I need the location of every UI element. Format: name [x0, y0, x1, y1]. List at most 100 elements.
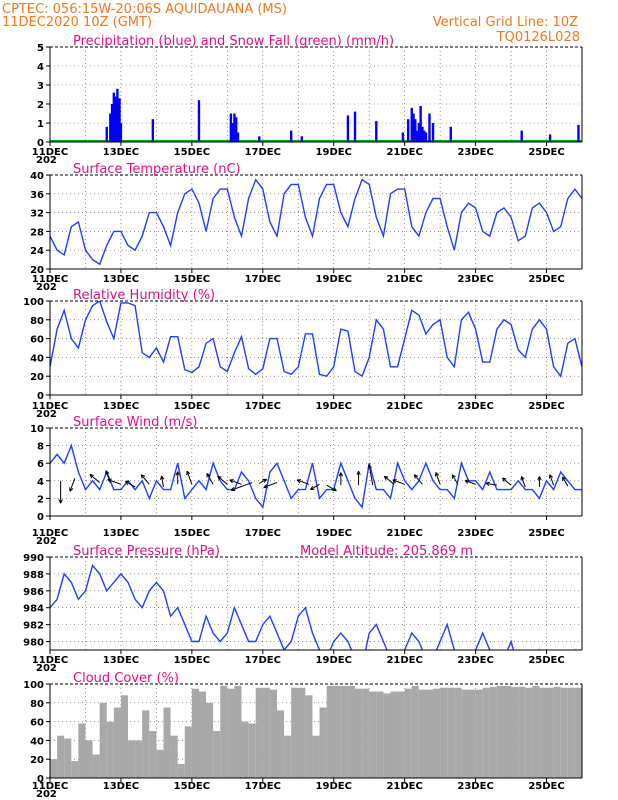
- x-tick-label: 17DEC: [245, 655, 281, 666]
- precip-bar: [415, 130, 419, 142]
- precip-bar: [422, 130, 426, 142]
- precip-bar: [520, 130, 523, 142]
- wind-arrow: [520, 476, 526, 488]
- wind-arrow-shaft: [140, 474, 150, 485]
- x-tick-label: 11DEC: [32, 401, 68, 412]
- precip-title: Precipitation (blue) and Snow Fall (gree…: [73, 34, 394, 49]
- wind-arrow-head: [435, 472, 440, 476]
- precip-bar: [300, 136, 304, 142]
- precip-bar: [417, 123, 421, 142]
- wind-arrow-head: [464, 480, 469, 484]
- wind-arrow-shaft: [384, 475, 395, 485]
- y-tick-label: 28: [30, 227, 44, 238]
- cloud-bar: [113, 707, 121, 778]
- wind-arrow-shaft: [549, 474, 555, 486]
- cloud-bar: [496, 685, 504, 778]
- plot-data: [50, 88, 582, 142]
- wind-arrow-head: [485, 481, 490, 484]
- wind-arrow: [562, 476, 569, 487]
- y-tick-label: 4: [37, 62, 44, 73]
- cloud-bar: [333, 685, 341, 778]
- cloud-bar: [128, 740, 136, 778]
- wind-arrow-head: [175, 471, 179, 476]
- precip-bar: [105, 126, 108, 142]
- cloud-bar: [539, 687, 547, 778]
- x-tick-label: 19DEC: [316, 528, 352, 539]
- cloud-bar: [503, 685, 512, 778]
- wind-arrow: [217, 475, 228, 485]
- cloud-bar: [369, 691, 377, 778]
- wind-arrow: [367, 464, 374, 486]
- x-tick-label: 25DEC: [528, 528, 564, 539]
- x-tick-label: 19DEC: [316, 147, 352, 158]
- cloud-bar: [149, 731, 157, 778]
- wind-arrow-shaft: [263, 482, 278, 488]
- precip-bar: [401, 132, 405, 142]
- wind-arrow-head: [333, 487, 337, 492]
- cloud-bar: [227, 688, 235, 778]
- wind-arrow-head: [384, 475, 389, 478]
- wind-arrow: [548, 474, 555, 486]
- y-tick-label: 1: [37, 119, 44, 130]
- wind-arrow-head: [340, 472, 344, 477]
- model-id: TQ0126L028: [496, 30, 580, 45]
- wind-arrow-head: [392, 479, 396, 484]
- wind-arrow-head: [538, 476, 542, 481]
- precip-bar: [353, 111, 357, 142]
- x-tick-label: 11DEC: [32, 147, 68, 158]
- wind-arrow-head: [356, 470, 360, 476]
- cloud-bar: [546, 687, 554, 778]
- wind-arrow-shaft: [89, 474, 100, 483]
- grid-line-note: Vertical Grid Line: 10Z: [433, 15, 578, 30]
- cloud-bar: [560, 687, 568, 778]
- x-tick-label: 23DEC: [457, 147, 493, 158]
- wind-arrow-head: [358, 470, 361, 476]
- x-tick-label: 21DEC: [386, 274, 422, 285]
- y-tick-label: 40: [30, 353, 44, 364]
- x-tick-label: 23DEC: [457, 655, 493, 666]
- precip-bar: [289, 130, 293, 142]
- wind-arrow-head: [229, 479, 233, 484]
- precip-bar: [419, 105, 422, 142]
- cloud-bar: [397, 691, 405, 778]
- wind-arrow-head: [89, 473, 95, 476]
- cloud-bar: [355, 688, 363, 778]
- run-date: 11DEC2020 10Z (GMT): [2, 15, 152, 30]
- precip-bar: [346, 115, 350, 142]
- wind-arrow: [263, 482, 278, 489]
- plot-data: [50, 178, 582, 266]
- year-stub: 202: [36, 789, 57, 800]
- cloud-title: Cloud Cover (%): [73, 671, 179, 686]
- cloud-bar: [248, 723, 256, 778]
- wind-arrow-shaft: [107, 479, 122, 485]
- x-tick-label: 17DEC: [245, 401, 281, 412]
- wind-arrow-head: [383, 476, 387, 481]
- wind-arrow-shaft: [392, 479, 405, 485]
- cloud-bar: [64, 738, 72, 778]
- x-tick-label: 21DEC: [386, 781, 422, 792]
- precip-bar: [236, 132, 240, 142]
- wind-arrow: [159, 475, 165, 488]
- precip-bar: [449, 126, 452, 142]
- precip-bar: [109, 113, 112, 142]
- x-tick-label: 21DEC: [386, 655, 422, 666]
- wind-arrow-head: [186, 470, 191, 475]
- precip-bar: [424, 132, 428, 142]
- wind-arrow: [356, 470, 361, 486]
- precip-bar: [412, 113, 415, 142]
- rh-title: Relative Humidity (%): [73, 288, 215, 303]
- year-stub: 202: [36, 663, 57, 674]
- x-tick-label: 25DEC: [528, 274, 564, 285]
- precip-bar: [118, 98, 121, 142]
- cloud-bar: [567, 687, 575, 778]
- year-stub: 202: [36, 155, 57, 166]
- cloud-bar: [276, 710, 285, 778]
- cloud-bar: [305, 695, 313, 778]
- x-tick-label: 19DEC: [316, 274, 352, 285]
- wind-arrow: [392, 479, 405, 485]
- x-tick-label: 23DEC: [457, 781, 493, 792]
- cloud-bar: [312, 735, 320, 778]
- wind-arrow: [69, 477, 76, 492]
- wind-arrow-shaft: [502, 477, 512, 486]
- y-tick-label: 60: [30, 718, 44, 729]
